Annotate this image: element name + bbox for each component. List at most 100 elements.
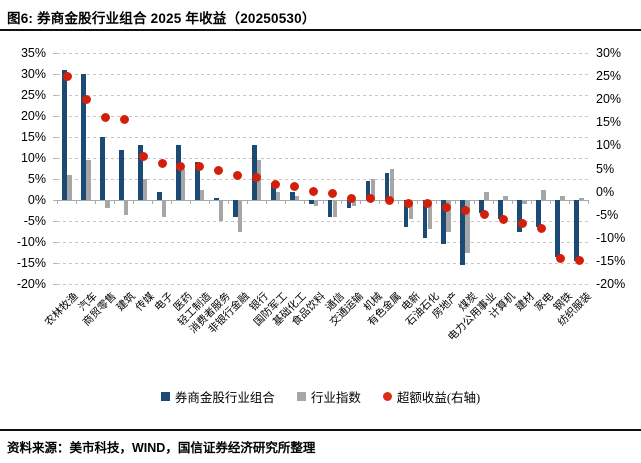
legend-marker-industry-index	[296, 392, 306, 401]
excess-return-dot	[460, 205, 470, 215]
excess-return-dot	[555, 254, 565, 264]
excess-return-dot	[347, 194, 357, 204]
index-bar	[105, 200, 110, 209]
x-axis-tick	[303, 200, 305, 204]
x-axis-tick	[57, 200, 58, 204]
index-bar	[465, 200, 470, 253]
index-bar	[124, 200, 129, 215]
right-tick-label: 10%	[596, 138, 622, 153]
legend-marker-portfolio	[160, 392, 170, 401]
grid-line	[57, 283, 588, 285]
x-axis-tick	[550, 200, 552, 204]
excess-return-dot	[233, 170, 243, 180]
left-tick-label: 0%	[27, 193, 46, 207]
excess-return-dot	[157, 159, 167, 169]
left-axis-tick	[53, 178, 57, 180]
index-bar	[218, 200, 224, 221]
index-bar	[427, 200, 432, 230]
index-bar	[313, 200, 319, 207]
legend: 券商金股行业组合 行业指数 超额收益(右轴)	[0, 387, 641, 406]
left-tick-label: 5%	[27, 172, 46, 186]
x-axis-tick	[189, 200, 191, 204]
left-axis-tick	[53, 241, 57, 243]
right-tick-label: -20%	[596, 277, 626, 291]
index-bar	[237, 200, 243, 232]
portfolio-bar	[100, 137, 105, 200]
portfolio-bar	[441, 200, 447, 245]
portfolio-bar	[138, 145, 143, 200]
grid-line	[57, 136, 588, 138]
excess-return-dot	[309, 187, 319, 197]
legend-label-portfolio: 券商金股行业组合	[174, 391, 275, 405]
portfolio-bar	[574, 200, 579, 261]
index-bar	[522, 200, 527, 205]
left-tick-label: -10%	[16, 235, 46, 249]
excess-return-dot	[536, 224, 546, 234]
x-axis-tick	[151, 200, 153, 204]
x-axis-tick	[417, 200, 419, 204]
excess-return-dot	[385, 196, 395, 206]
portfolio-bar	[119, 149, 124, 200]
x-axis-tick	[132, 200, 134, 204]
left-axis-tick	[53, 220, 57, 222]
index-bar	[275, 191, 281, 200]
legend-label-excess-return: 超额收益(右轴)	[396, 391, 481, 405]
portfolio-bar	[517, 200, 523, 232]
portfolio-bar	[232, 200, 238, 217]
portfolio-bar	[175, 145, 181, 200]
portfolio-bar	[308, 200, 314, 205]
x-axis-tick	[113, 200, 115, 204]
left-axis-tick	[53, 115, 57, 117]
excess-return-dot	[271, 180, 281, 190]
right-tick-label: 25%	[596, 69, 622, 84]
left-axis-tick	[53, 199, 57, 201]
title-rule	[0, 29, 641, 31]
grid-line	[57, 157, 588, 159]
x-axis-tick	[569, 200, 571, 204]
portfolio-bar	[479, 200, 485, 213]
portfolio-bar	[555, 200, 561, 257]
x-axis-tick	[75, 200, 77, 204]
excess-return-dot	[252, 173, 262, 183]
excess-return-dot	[574, 256, 584, 266]
index-bar	[332, 200, 338, 217]
portfolio-bar	[251, 145, 257, 200]
left-axis-tick	[53, 157, 57, 159]
portfolio-bar	[403, 200, 409, 228]
right-tick-label: 15%	[596, 115, 622, 130]
left-axis-tick	[53, 136, 57, 138]
portfolio-bar	[327, 200, 333, 217]
index-bar	[199, 189, 205, 200]
index-bar	[579, 197, 584, 200]
grid-line	[57, 220, 588, 222]
portfolio-bar	[194, 162, 200, 200]
left-tick-label: -20%	[16, 277, 46, 291]
left-axis-tick	[53, 262, 57, 264]
x-axis-tick	[455, 200, 457, 204]
index-bar	[370, 179, 375, 200]
portfolio-bar	[365, 181, 371, 200]
left-tick-label: -5%	[23, 214, 46, 228]
excess-return-dot	[517, 219, 527, 229]
right-tick-label: 0%	[596, 184, 615, 199]
excess-return-dot	[441, 203, 451, 213]
x-axis-tick	[94, 200, 96, 204]
legend-label-industry-index: 行业指数	[310, 391, 361, 405]
right-tick-label: 5%	[596, 161, 615, 176]
x-axis-tick	[512, 200, 514, 204]
legend-marker-excess-return	[382, 392, 392, 401]
right-tick-label: -10%	[596, 230, 626, 245]
index-bar	[67, 174, 72, 200]
x-axis-tick	[246, 200, 248, 204]
excess-return-dot	[214, 166, 224, 176]
left-axis-tick	[53, 52, 57, 54]
excess-return-dot	[404, 198, 414, 208]
index-bar	[446, 200, 451, 232]
portfolio-bar	[536, 200, 542, 228]
portfolio-bar	[498, 200, 504, 219]
left-tick-label: -15%	[16, 256, 46, 270]
index-bar	[86, 160, 91, 200]
right-axis: 30% 25% 20% 15% 10% 5% 0% -5% -10% -15% -20%	[596, 47, 641, 291]
left-axis-tick	[53, 94, 57, 96]
legend-item-industry-index: 行业指数	[296, 387, 361, 406]
